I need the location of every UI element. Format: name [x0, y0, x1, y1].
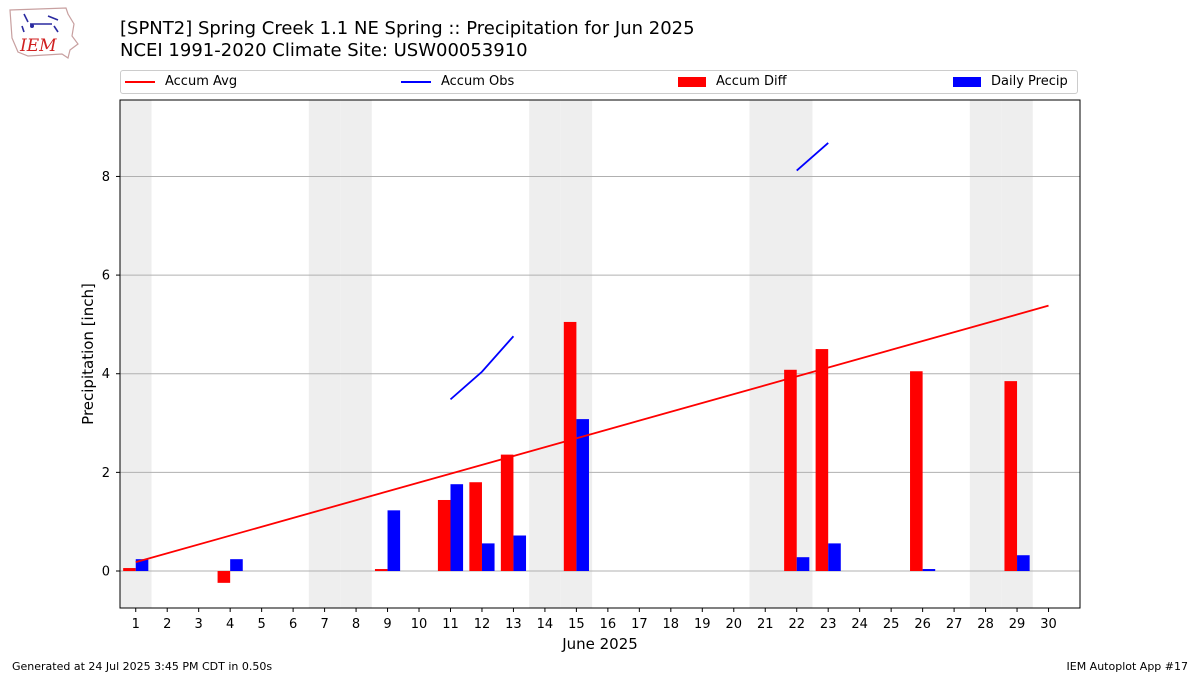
daily-precip-bar-day-23 — [828, 543, 841, 572]
daily-precip-bar-day-9 — [387, 510, 401, 572]
x-tick-label-28: 28 — [977, 617, 994, 632]
legend-swatch-daily-precip — [953, 76, 981, 87]
weekend-band-15 — [560, 100, 593, 608]
y-tick-label-2: 2 — [102, 466, 110, 481]
generated-timestamp: Generated at 24 Jul 2025 3:45 PM CDT in … — [12, 660, 273, 673]
x-tick-label-29: 29 — [1009, 617, 1026, 632]
accum-obs-line-2 — [796, 142, 829, 172]
y-tick-label-6: 6 — [102, 269, 110, 284]
daily-precip-bar-day-22 — [796, 557, 810, 572]
legend-swatch-accum-avg — [125, 80, 155, 83]
x-tick-label-9: 9 — [383, 617, 391, 632]
weekend-band-22 — [780, 100, 813, 608]
legend-item-accum-avg: Accum Avg — [125, 74, 237, 89]
daily-precip-bar-day-29 — [1017, 555, 1030, 572]
accum-diff-bar-day-4 — [217, 571, 231, 583]
accum-diff-bar-day-23 — [815, 349, 829, 572]
x-tick-label-20: 20 — [725, 617, 742, 632]
x-tick-label-25: 25 — [883, 617, 900, 632]
x-tick-label-11: 11 — [442, 617, 459, 632]
chart-legend: Accum Avg Accum Obs Accum Diff Daily Pre… — [120, 70, 1078, 94]
x-tick-label-30: 30 — [1040, 617, 1057, 632]
app-label: IEM Autoplot App #17 — [1066, 660, 1189, 673]
x-tick-label-13: 13 — [505, 617, 522, 632]
legend-swatch-accum-obs — [401, 80, 431, 83]
x-tick-label-18: 18 — [663, 617, 680, 632]
accum-diff-bar-day-22 — [784, 369, 797, 572]
legend-label-accum-diff: Accum Diff — [716, 74, 787, 89]
x-tick-label-19: 19 — [694, 617, 711, 632]
plot-frame — [119, 99, 1081, 609]
accum-diff-bar-day-26 — [910, 371, 923, 572]
x-tick-label-2: 2 — [163, 617, 171, 632]
y-axis-label: Precipitation [inch] — [79, 283, 97, 425]
legend-label-daily-precip: Daily Precip — [991, 74, 1068, 89]
accum-diff-bar-day-12 — [469, 482, 482, 572]
y-tick-label-8: 8 — [102, 170, 110, 185]
legend-item-accum-diff: Accum Diff — [678, 74, 787, 89]
x-tick-label-4: 4 — [226, 617, 234, 632]
accum-diff-bar-day-29 — [1004, 381, 1018, 572]
chart-subtitle: NCEI 1991-2020 Climate Site: USW00053910 — [120, 40, 528, 61]
x-tick-label-8: 8 — [352, 617, 360, 632]
chart-title: [SPNT2] Spring Creek 1.1 NE Spring :: Pr… — [120, 18, 695, 39]
x-tick-label-26: 26 — [914, 617, 931, 632]
daily-precip-bar-day-26 — [922, 569, 936, 572]
x-tick-label-7: 7 — [320, 617, 328, 632]
weekend-band-14 — [529, 100, 561, 608]
accum-diff-bar-day-15 — [563, 321, 577, 572]
weekend-band-7 — [308, 100, 341, 608]
daily-precip-bar-day-4 — [230, 559, 243, 572]
y-tick-label-4: 4 — [102, 367, 110, 382]
x-tick-label-15: 15 — [568, 617, 585, 632]
x-tick-label-12: 12 — [474, 617, 491, 632]
x-tick-label-21: 21 — [757, 617, 774, 632]
accum-obs-line-1 — [449, 335, 515, 401]
x-tick-label-3: 3 — [195, 617, 203, 632]
x-tick-label-5: 5 — [257, 617, 265, 632]
weekend-band-28 — [969, 100, 1002, 608]
iem-logo: IEM — [9, 7, 79, 59]
daily-precip-bar-day-11 — [450, 484, 464, 572]
weekend-band-8 — [340, 100, 372, 608]
x-tick-label-16: 16 — [600, 617, 617, 632]
weekend-band-1 — [120, 100, 152, 608]
x-tick-label-10: 10 — [411, 617, 428, 632]
daily-precip-bar-day-13 — [513, 535, 527, 572]
x-tick-label-27: 27 — [946, 617, 963, 632]
legend-item-daily-precip: Daily Precip — [953, 74, 1068, 89]
daily-precip-bar-day-15 — [576, 419, 589, 572]
accum-diff-bar-day-13 — [500, 454, 514, 572]
y-tick-label-0: 0 — [102, 565, 110, 580]
daily-precip-bar-day-12 — [481, 543, 495, 572]
legend-label-accum-avg: Accum Avg — [165, 74, 238, 89]
x-tick-label-23: 23 — [820, 617, 837, 632]
accum-diff-bar-day-9 — [374, 569, 388, 572]
x-tick-label-6: 6 — [289, 617, 297, 632]
accum-diff-bar-day-1 — [123, 568, 136, 572]
x-tick-label-1: 1 — [132, 617, 140, 632]
weekend-band-21 — [749, 100, 781, 608]
legend-label-accum-obs: Accum Obs — [441, 74, 515, 89]
daily-precip-bar-day-1 — [135, 559, 149, 572]
x-tick-label-14: 14 — [537, 617, 554, 632]
x-axis-label: June 2025 — [561, 635, 638, 653]
logo-text: IEM — [19, 36, 57, 56]
x-tick-label-24: 24 — [851, 617, 868, 632]
x-tick-label-17: 17 — [631, 617, 648, 632]
x-tick-label-22: 22 — [788, 617, 805, 632]
weekend-band-29 — [1001, 100, 1033, 608]
accum-diff-bar-day-11 — [437, 499, 451, 572]
legend-swatch-accum-diff — [678, 76, 706, 87]
accum-avg-line — [135, 304, 1049, 563]
legend-item-accum-obs: Accum Obs — [401, 74, 514, 89]
